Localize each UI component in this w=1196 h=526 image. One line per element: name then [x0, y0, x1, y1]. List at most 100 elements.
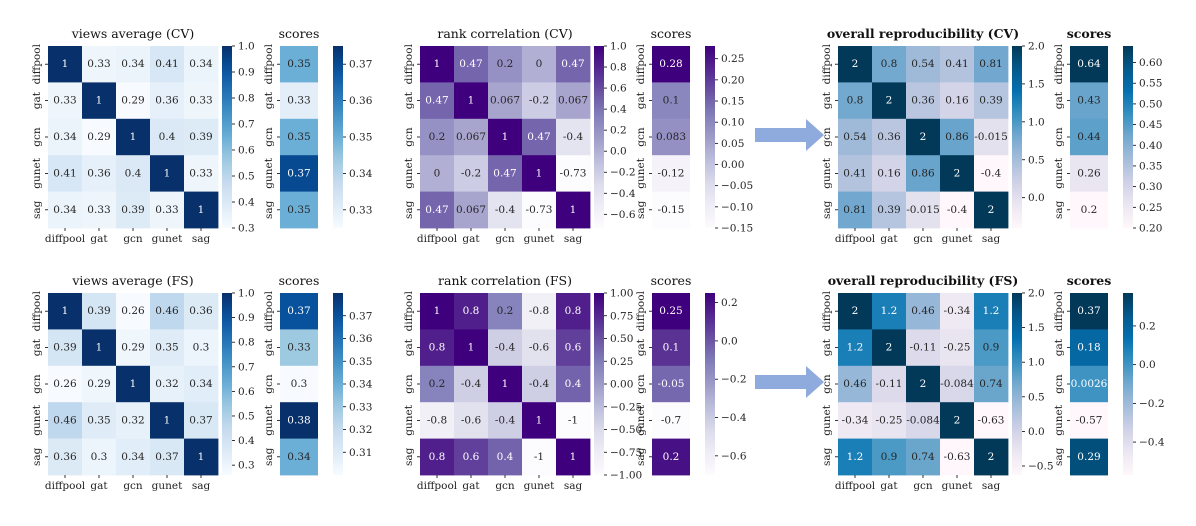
row1-group1-matrix-cell[interactable] [82, 82, 117, 120]
row2-group3-matrix-cell[interactable] [872, 329, 907, 367]
row1-group1-matrix-cell[interactable] [48, 46, 83, 83]
row1-group3-matrix-cell[interactable] [838, 191, 873, 229]
row1-group3-matrix-cell[interactable] [838, 46, 873, 83]
row1-group1-matrix-cell[interactable] [116, 82, 151, 120]
row1-group1-matrix-cell[interactable] [116, 118, 151, 156]
row2-group1-matrix-cell[interactable] [82, 438, 117, 476]
row1-group1-matrix-cell[interactable] [48, 82, 83, 120]
row1-group2-matrix-cell[interactable] [488, 82, 523, 120]
row2-group2-matrix-cell[interactable] [522, 293, 557, 330]
row1-group2-matrix-cell[interactable] [420, 118, 455, 156]
row2-group1-matrix-cell[interactable] [184, 365, 219, 403]
row1-group3-matrix-cell[interactable] [940, 118, 975, 156]
row2-group1-scores-cell[interactable] [280, 329, 318, 367]
row2-group3-matrix-cell[interactable] [940, 438, 975, 476]
row1-group2-matrix-cell[interactable] [454, 155, 489, 192]
row2-group1-matrix-cell[interactable] [150, 402, 185, 439]
row2-group1-matrix-cell[interactable] [48, 293, 83, 330]
row2-group2-matrix-cell[interactable] [522, 402, 557, 439]
row1-group2-matrix-cell[interactable] [454, 118, 489, 156]
row2-group2-matrix-cell[interactable] [420, 329, 455, 367]
row2-group3-matrix-cell[interactable] [872, 293, 907, 330]
row2-group3-matrix-cell[interactable] [974, 438, 1009, 476]
row1-group1-matrix-cell[interactable] [82, 118, 117, 156]
row2-group3-scores-cell[interactable] [1070, 293, 1108, 330]
row1-group3-matrix-cell[interactable] [940, 155, 975, 192]
row2-group1-matrix-cell[interactable] [82, 402, 117, 439]
row1-group1-matrix-cell[interactable] [184, 155, 219, 192]
row1-group3-scores-cell[interactable] [1070, 82, 1108, 120]
row1-group2-matrix-cell[interactable] [556, 191, 591, 229]
row2-group2-matrix-cell[interactable] [556, 365, 591, 403]
row1-group3-matrix-cell[interactable] [940, 46, 975, 83]
row1-group2-matrix-cell[interactable] [556, 46, 591, 83]
row2-group1-matrix-cell[interactable] [150, 438, 185, 476]
row2-group2-matrix-cell[interactable] [420, 293, 455, 330]
row2-group2-matrix-cell[interactable] [420, 438, 455, 476]
row1-group3-matrix-cell[interactable] [872, 82, 907, 120]
row1-group3-matrix-cell[interactable] [974, 155, 1009, 192]
row2-group1-matrix-cell[interactable] [184, 329, 219, 367]
row1-group2-matrix-cell[interactable] [522, 155, 557, 192]
row1-group3-matrix-cell[interactable] [940, 82, 975, 120]
row2-group1-scores-cell[interactable] [280, 293, 318, 330]
row1-group3-matrix-cell[interactable] [974, 82, 1009, 120]
row1-group3-scores-cell[interactable] [1070, 191, 1108, 229]
row1-group2-matrix-cell[interactable] [556, 82, 591, 120]
row2-group1-matrix-cell[interactable] [82, 293, 117, 330]
row2-group2-matrix-cell[interactable] [488, 365, 523, 403]
row2-group3-matrix-cell[interactable] [906, 293, 941, 330]
row1-group1-matrix-cell[interactable] [48, 155, 83, 192]
row1-group1-scores-cell[interactable] [280, 82, 318, 120]
row1-group1-matrix-cell[interactable] [150, 191, 185, 229]
row1-group2-matrix-cell[interactable] [488, 118, 523, 156]
row2-group1-matrix-cell[interactable] [116, 365, 151, 403]
row2-group3-matrix-cell[interactable] [974, 365, 1009, 403]
row1-group2-matrix-cell[interactable] [522, 46, 557, 83]
row2-group2-matrix-cell[interactable] [522, 365, 557, 403]
row2-group3-matrix-cell[interactable] [838, 329, 873, 367]
row1-group3-matrix-cell[interactable] [974, 46, 1009, 83]
row1-group2-matrix-cell[interactable] [454, 82, 489, 120]
row1-group3-matrix-cell[interactable] [872, 46, 907, 83]
row2-group3-matrix-cell[interactable] [906, 438, 941, 476]
row2-group3-matrix-cell[interactable] [940, 293, 975, 330]
row2-group2-matrix-cell[interactable] [522, 438, 557, 476]
row1-group1-scores-cell[interactable] [280, 118, 318, 156]
row2-group3-matrix-cell[interactable] [940, 365, 975, 403]
row1-group3-matrix-cell[interactable] [906, 155, 941, 192]
row1-group3-matrix-cell[interactable] [872, 118, 907, 156]
row2-group3-matrix-cell[interactable] [940, 402, 975, 439]
row1-group3-matrix-cell[interactable] [974, 118, 1009, 156]
row2-group1-matrix-cell[interactable] [116, 402, 151, 439]
row1-group1-scores-cell[interactable] [280, 46, 318, 83]
row2-group3-matrix-cell[interactable] [974, 329, 1009, 367]
row1-group3-matrix-cell[interactable] [906, 82, 941, 120]
row1-group2-matrix-cell[interactable] [420, 82, 455, 120]
row1-group2-matrix-cell[interactable] [522, 118, 557, 156]
row1-group1-matrix-cell[interactable] [48, 118, 83, 156]
row1-group1-matrix-cell[interactable] [150, 155, 185, 192]
row2-group1-matrix-cell[interactable] [48, 438, 83, 476]
row2-group2-matrix-cell[interactable] [420, 365, 455, 403]
row2-group2-scores-cell[interactable] [652, 402, 690, 439]
row2-group3-matrix-cell[interactable] [838, 365, 873, 403]
row1-group2-matrix-cell[interactable] [522, 191, 557, 229]
row2-group2-matrix-cell[interactable] [454, 329, 489, 367]
row1-group3-matrix-cell[interactable] [838, 118, 873, 156]
row2-group1-scores-cell[interactable] [280, 438, 318, 476]
row2-group3-scores-cell[interactable] [1070, 329, 1108, 367]
row2-group2-matrix-cell[interactable] [454, 365, 489, 403]
row1-group2-scores-cell[interactable] [652, 155, 690, 192]
row2-group3-matrix-cell[interactable] [872, 402, 907, 439]
row1-group1-matrix-cell[interactable] [150, 118, 185, 156]
row2-group3-matrix-cell[interactable] [838, 293, 873, 330]
row2-group2-matrix-cell[interactable] [488, 402, 523, 439]
row1-group1-matrix-cell[interactable] [82, 155, 117, 192]
row1-group1-matrix-cell[interactable] [116, 191, 151, 229]
row2-group2-matrix-cell[interactable] [454, 438, 489, 476]
row1-group1-matrix-cell[interactable] [82, 191, 117, 229]
row2-group3-matrix-cell[interactable] [838, 402, 873, 439]
row1-group1-matrix-cell[interactable] [116, 155, 151, 192]
row2-group1-matrix-cell[interactable] [150, 329, 185, 367]
